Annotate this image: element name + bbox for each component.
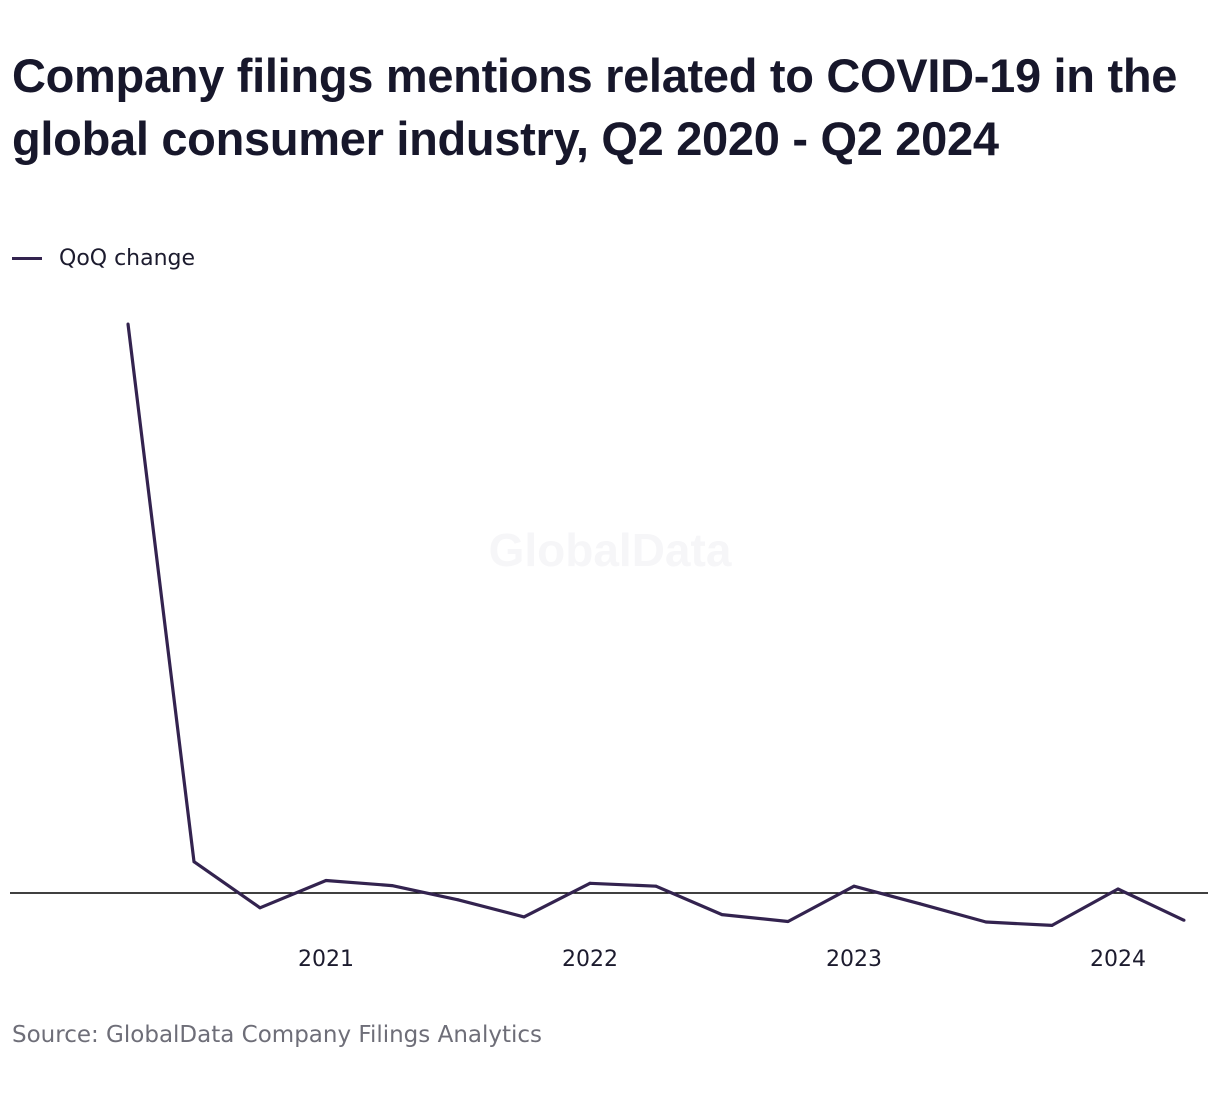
- watermark: GlobalData: [489, 524, 732, 576]
- data-point: [1050, 923, 1054, 927]
- data-point: [258, 906, 262, 910]
- data-point: [1182, 918, 1186, 922]
- data-point: [918, 902, 922, 906]
- data-point: [588, 881, 592, 885]
- legend-swatch: [12, 256, 42, 260]
- chart-title: Company filings mentions related to COVI…: [12, 49, 1178, 165]
- data-point: [324, 879, 328, 882]
- data-point: [984, 920, 988, 924]
- data-point: [654, 884, 658, 888]
- data-point: [390, 884, 394, 888]
- x-tick-label: 2023: [826, 947, 882, 972]
- data-point: [786, 920, 790, 923]
- series-group: [126, 322, 1186, 928]
- legend: QoQ change: [12, 242, 195, 274]
- data-point: [192, 860, 196, 864]
- x-tick-label: 2024: [1090, 947, 1146, 972]
- data-point: [1116, 887, 1120, 891]
- data-point: [456, 898, 460, 902]
- data-point: [126, 322, 130, 326]
- line-chart: GlobalData 2021 2022 2023 2024: [10, 322, 1208, 972]
- legend-label: QoQ change: [59, 245, 196, 271]
- x-tick-label: 2021: [298, 947, 354, 972]
- series-line: [126, 323, 1185, 928]
- data-point: [720, 913, 724, 917]
- x-tick-label: 2022: [562, 947, 618, 972]
- source-note: Source: GlobalData Company Filings Analy…: [12, 1022, 543, 1048]
- x-axis-ticks: 2021 2022 2023 2024: [298, 947, 1146, 972]
- data-point: [522, 915, 526, 919]
- data-point: [852, 884, 856, 888]
